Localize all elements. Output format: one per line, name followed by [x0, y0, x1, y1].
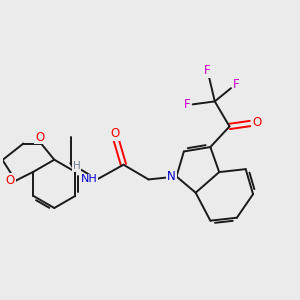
Text: O: O [110, 127, 119, 140]
Text: F: F [233, 78, 240, 91]
Text: F: F [184, 98, 190, 111]
Text: O: O [252, 116, 261, 128]
Text: H: H [73, 161, 80, 171]
Text: O: O [35, 130, 44, 143]
Text: O: O [6, 174, 15, 187]
Text: N: N [167, 170, 176, 183]
Text: NH: NH [80, 174, 97, 184]
Text: F: F [204, 64, 211, 77]
